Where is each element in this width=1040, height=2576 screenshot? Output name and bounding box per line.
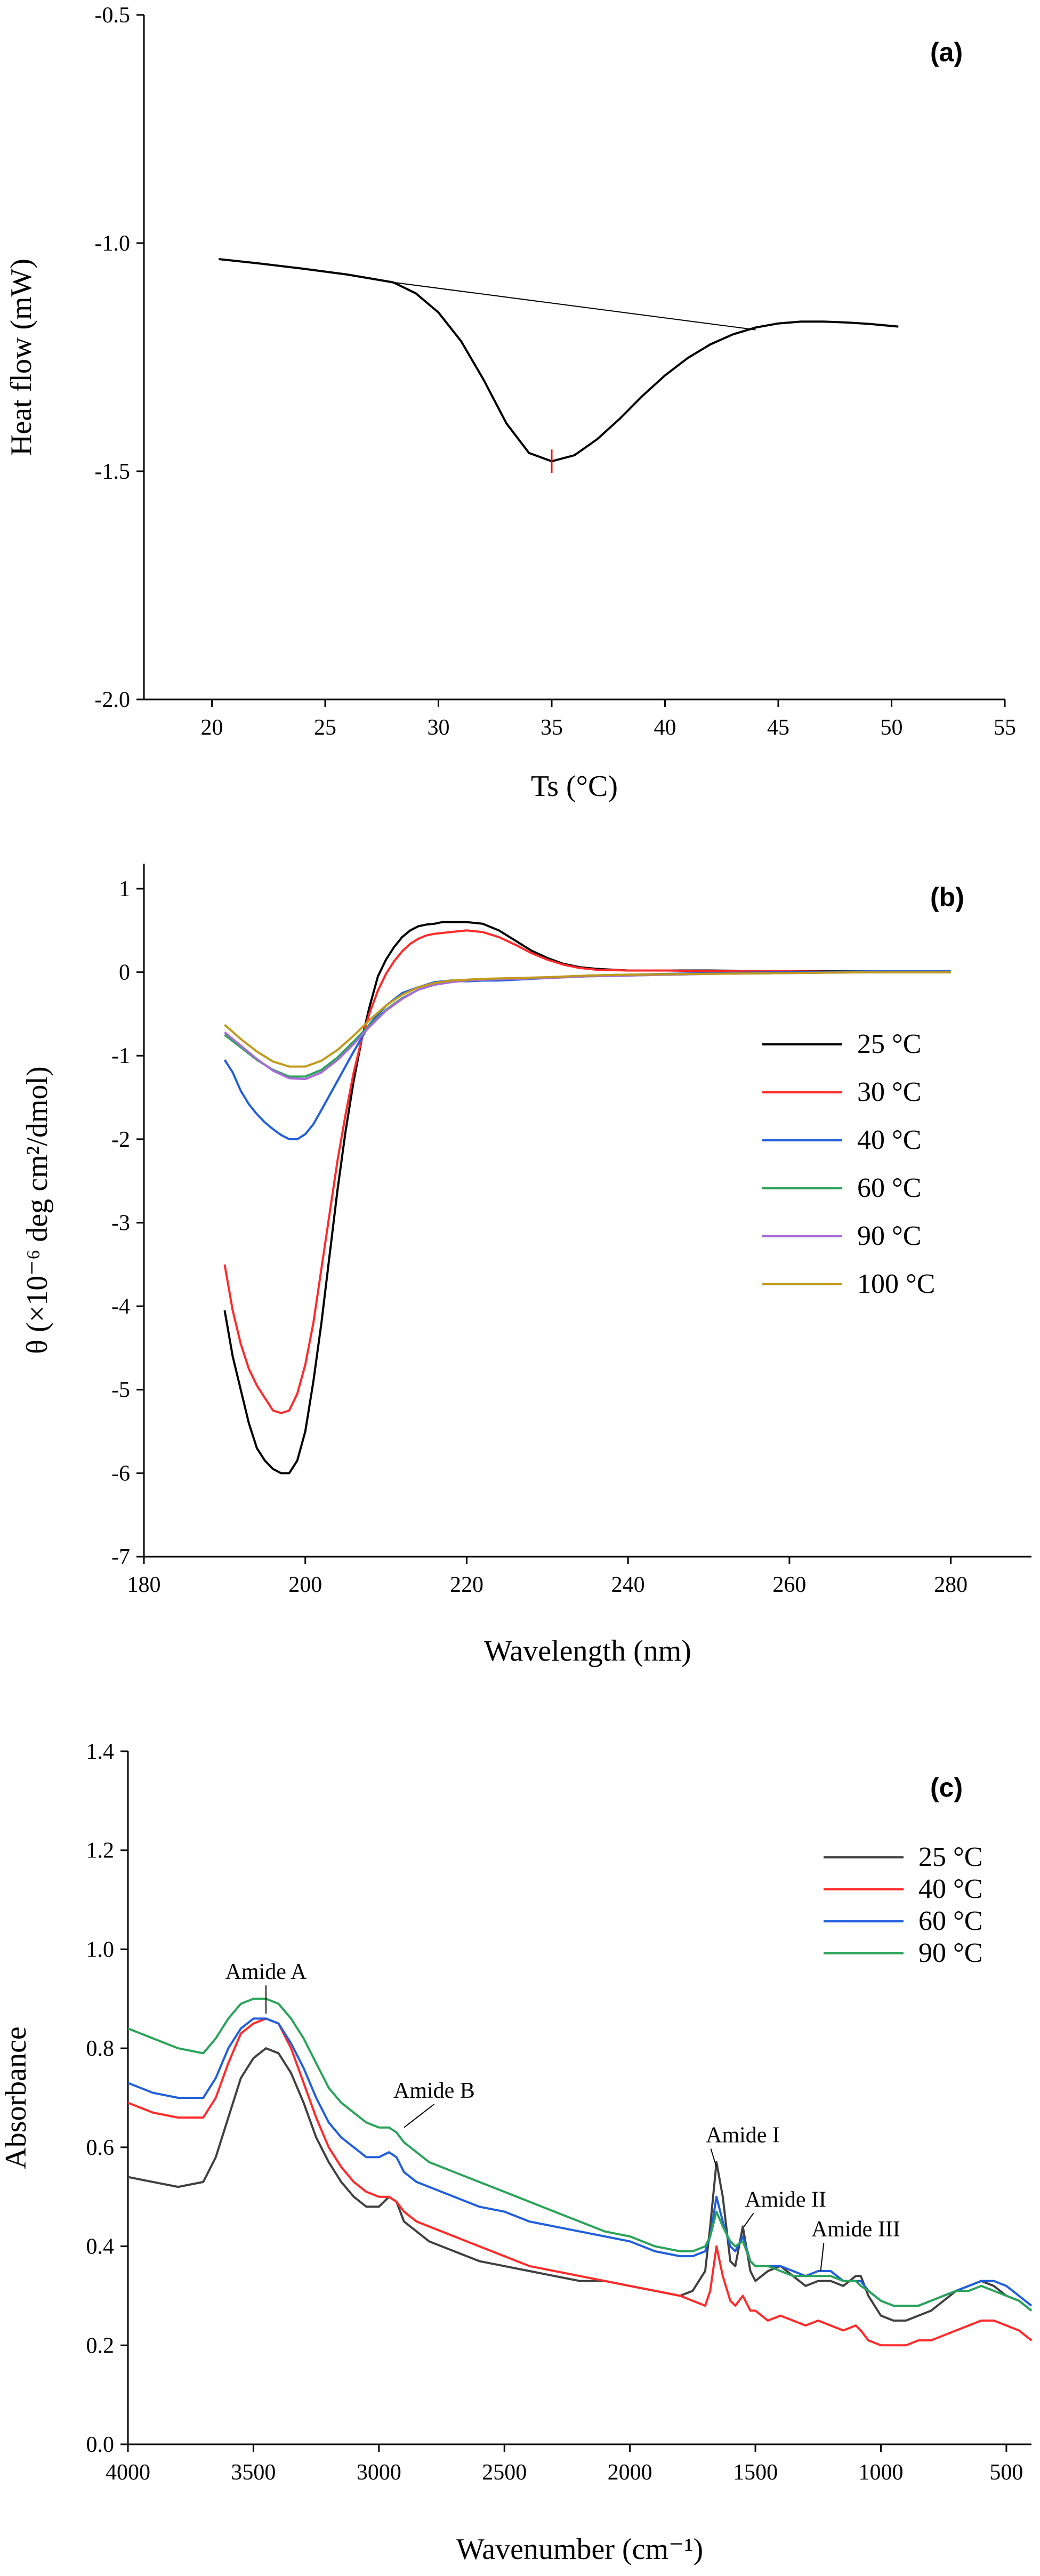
- series-group: [219, 258, 899, 473]
- annotation-label: Amide I: [706, 2123, 780, 2148]
- legend-label: 60 °C: [918, 1906, 982, 1936]
- chart-panel-2: 0.0 0.2 0.4 0.6 0.8 1.0 1.2 1.4 4000 3500 3000 2500…: [0, 1740, 1033, 2566]
- annotations: Amide A Amide B Amide I Amide II Amide III: [225, 1960, 900, 2272]
- annotation-pointer: [744, 2212, 754, 2227]
- series-line-2: [223, 970, 951, 1140]
- panel-label: (b): [930, 882, 964, 912]
- y-tick-label: -7: [111, 1545, 130, 1569]
- x-tick-label: 20: [201, 715, 223, 740]
- x-axis-label: Wavelength (nm): [484, 1635, 691, 1668]
- x-tick-label: 4000: [106, 2460, 150, 2485]
- y-tick-label: -3: [111, 1211, 130, 1235]
- x-tick-label: 3000: [357, 2460, 401, 2485]
- y-tick-label: 1.0: [86, 1937, 115, 1962]
- y-axis-label: θ (×10⁻⁶ deg cm²/dmol): [21, 1066, 54, 1354]
- x-tick-label: 35: [541, 715, 563, 740]
- y-tick-label: 0.2: [86, 2333, 115, 2358]
- x-tick-label: 50: [881, 715, 903, 740]
- legend-label: 90 °C: [857, 1221, 921, 1251]
- annotation-label: Amide III: [811, 2217, 900, 2242]
- y-tick-label: -6: [111, 1461, 130, 1486]
- x-tick-label: 25: [314, 715, 336, 740]
- y-tick-label: -4: [111, 1294, 130, 1319]
- series-group: [223, 921, 951, 1475]
- y-tick-label: -0.5: [95, 3, 131, 28]
- legend-label: 40 °C: [857, 1125, 921, 1155]
- y-axis-label: Absorbance: [0, 2026, 33, 2169]
- x-tick-label: 500: [989, 2460, 1023, 2485]
- y-tick-label: 0.4: [86, 2235, 115, 2259]
- x-tick-label: 280: [934, 1573, 968, 1597]
- y-tick-label: -2.0: [95, 688, 131, 712]
- x-tick-label: 55: [994, 715, 1016, 740]
- x-axis-label: Ts (°C): [531, 770, 618, 803]
- y-tick-label: -5: [111, 1378, 130, 1403]
- x-tick-label: 1000: [859, 2460, 904, 2485]
- y-tick-label: -1: [111, 1044, 130, 1068]
- series-line-3: [224, 971, 951, 1078]
- series-line-2: [127, 2017, 1033, 2307]
- series-line-0: [223, 921, 951, 1475]
- chart-panel-1: -7 -6 -5 -4 -3 -2 -1 0 1 180 200 220 240 260 280 Wavele…: [21, 864, 1031, 1668]
- x-tick-label: 45: [767, 715, 789, 740]
- y-tick-label: 1.4: [86, 1740, 115, 1764]
- x-tick-label: 40: [654, 715, 676, 740]
- x-tick-label: 2000: [608, 2460, 652, 2485]
- y-tick-label: 1: [119, 877, 130, 901]
- x-tick-label: 30: [428, 715, 450, 740]
- annotation-pointer: [820, 2242, 825, 2272]
- y-tick-label: -2: [111, 1128, 130, 1152]
- series-group: [127, 1998, 1033, 2347]
- x-tick-label: 3500: [231, 2460, 276, 2485]
- x-tick-label: 220: [450, 1573, 483, 1597]
- annotation-label: Amide A: [225, 1960, 307, 1984]
- x-tick-label: 260: [772, 1573, 806, 1597]
- legend-label: 40 °C: [918, 1874, 982, 1904]
- y-tick-label: -1.0: [95, 231, 131, 256]
- y-tick-label: 1.2: [86, 1839, 115, 1863]
- legend-label: 25 °C: [918, 1842, 982, 1872]
- panel-label: (c): [930, 1773, 963, 1802]
- y-axis-label: Heat flow (mW): [5, 259, 38, 456]
- x-tick-label: 240: [611, 1573, 645, 1597]
- series-line-1: [393, 281, 756, 331]
- legend: 25 °C 30 °C 40 °C 60 °C 90 °C 100 °C: [762, 1029, 935, 1299]
- series-line-4: [224, 971, 951, 1081]
- axes: -2.0 -1.5 -1.0 -0.5 20 25 30 35 40 45 50 55: [95, 3, 1017, 740]
- legend-label: 60 °C: [857, 1173, 921, 1203]
- axes: -7 -6 -5 -4 -3 -2 -1 0 1 180 200 220 240 260 280: [111, 864, 1031, 1597]
- x-axis-label: Wavenumber (cm⁻¹): [456, 2533, 703, 2566]
- legend-label: 25 °C: [857, 1029, 921, 1059]
- legend-label: 100 °C: [857, 1269, 935, 1299]
- annotation-pointer: [404, 2104, 435, 2128]
- y-tick-label: -1.5: [95, 460, 131, 484]
- series-line-0: [127, 2047, 1033, 2322]
- series-line-0: [219, 258, 899, 463]
- legend-label: 90 °C: [918, 1938, 982, 1968]
- y-tick-label: 0.0: [86, 2433, 115, 2457]
- x-tick-label: 180: [127, 1573, 161, 1597]
- x-tick-label: 1500: [733, 2460, 778, 2485]
- legend: 25 °C40 °C60 °C90 °C: [824, 1842, 982, 1968]
- annotation-label: Amide II: [745, 2187, 826, 2212]
- x-tick-label: 200: [288, 1573, 322, 1597]
- series-line-5: [224, 971, 951, 1068]
- series-line-3: [127, 1998, 1033, 2312]
- legend-label: 30 °C: [857, 1077, 921, 1107]
- chart-panel-0: -2.0 -1.5 -1.0 -0.5 20 25 30 35 40 45 50 55 Ts (°C) H…: [5, 3, 1016, 803]
- y-tick-label: 0: [119, 961, 130, 985]
- annotation-pointer: [710, 2148, 717, 2168]
- y-tick-label: 0.8: [86, 2036, 115, 2061]
- axes: 0.0 0.2 0.4 0.6 0.8 1.0 1.2 1.4 4000 3500 3000 2500…: [86, 1740, 1031, 2485]
- series-line-1: [127, 2017, 1033, 2347]
- x-tick-label: 2500: [482, 2460, 527, 2485]
- y-tick-label: 0.6: [86, 2136, 115, 2160]
- panel-label: (a): [930, 37, 963, 67]
- annotation-label: Amide B: [393, 2079, 475, 2103]
- series-line-1: [223, 929, 951, 1414]
